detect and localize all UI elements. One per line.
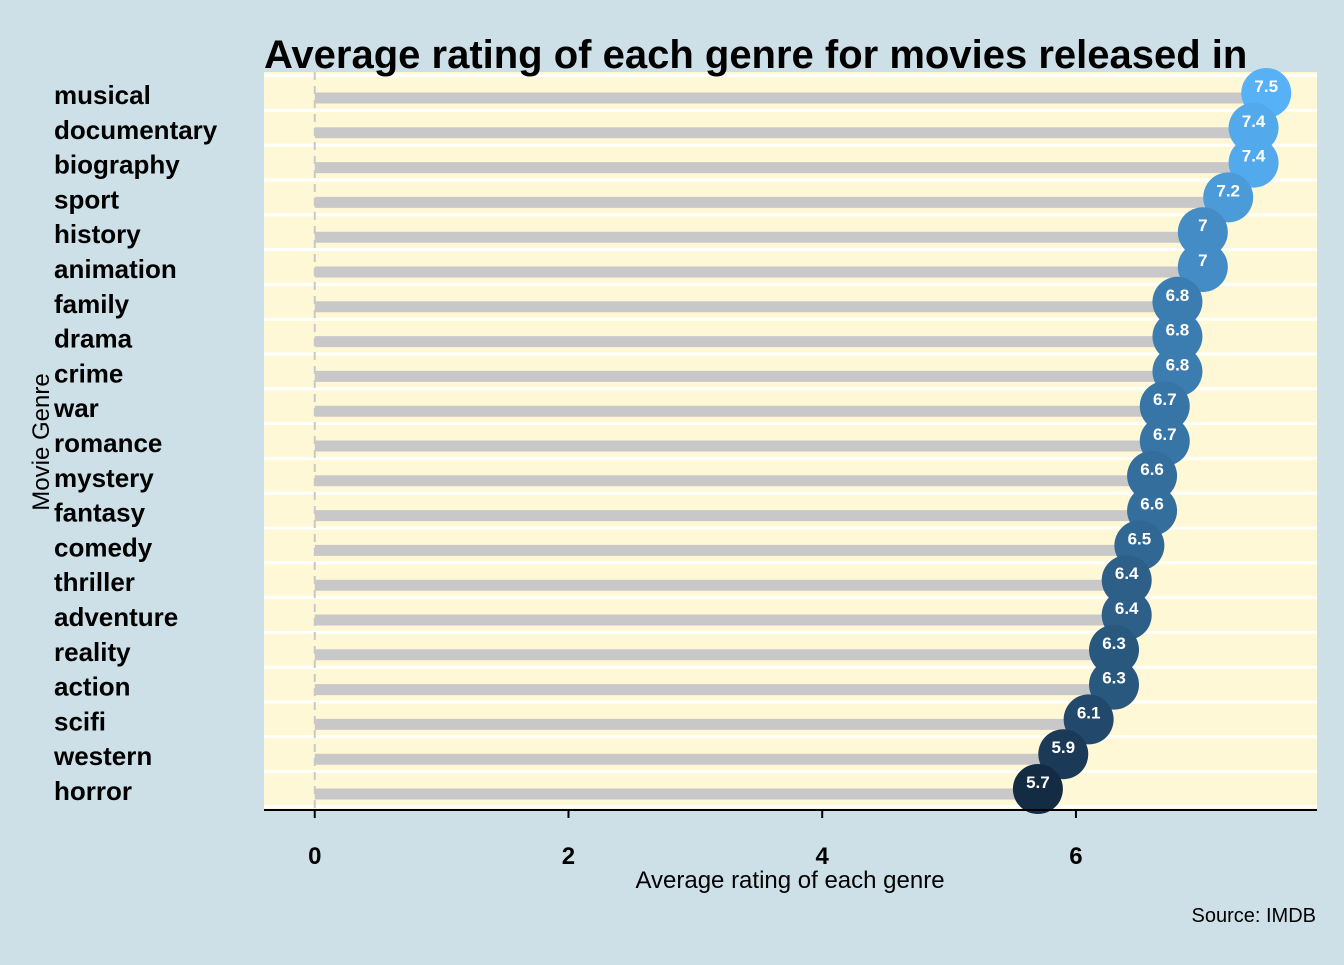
category-label-biography: biography [54, 150, 180, 180]
value-label-family: 6.8 [1166, 286, 1190, 305]
category-label-drama: drama [54, 324, 133, 354]
point-biography [1228, 137, 1279, 188]
category-label-thriller: thriller [54, 567, 135, 597]
category-label-history: history [54, 219, 141, 249]
value-label-animation: 7 [1198, 251, 1207, 270]
value-label-musical: 7.5 [1254, 77, 1278, 96]
point-horror [1012, 764, 1063, 814]
x-tick-label: 6 [1069, 843, 1082, 870]
category-label-documentary: documentary [54, 115, 218, 145]
value-label-drama: 6.8 [1166, 321, 1190, 340]
category-label-musical: musical [54, 80, 151, 110]
point-animation [1177, 242, 1228, 292]
x-tick-label: 2 [562, 843, 575, 870]
category-label-fantasy: fantasy [54, 498, 146, 528]
value-label-adventure: 6.4 [1115, 599, 1139, 618]
chart-caption: Source: IMDB [1192, 905, 1316, 927]
category-label-animation: animation [54, 254, 177, 284]
value-label-biography: 7.4 [1242, 147, 1266, 166]
point-sport [1203, 172, 1254, 223]
point-western [1038, 729, 1089, 780]
category-label-war: war [53, 393, 99, 423]
value-label-thriller: 6.4 [1115, 564, 1139, 583]
value-label-romance: 6.7 [1153, 425, 1177, 444]
category-label-scifi: scifi [54, 706, 106, 736]
value-label-fantasy: 6.6 [1140, 495, 1164, 514]
value-label-documentary: 7.4 [1242, 112, 1266, 131]
value-label-scifi: 6.1 [1077, 703, 1101, 722]
x-axis-title: Average rating of each genre [635, 867, 944, 894]
point-scifi [1063, 694, 1114, 745]
point-war [1139, 381, 1190, 432]
value-label-crime: 6.8 [1166, 355, 1190, 374]
point-mystery [1127, 450, 1178, 501]
value-label-mystery: 6.6 [1140, 460, 1164, 479]
value-label-comedy: 6.5 [1128, 529, 1152, 548]
point-history [1177, 207, 1228, 258]
value-label-war: 6.7 [1153, 390, 1177, 409]
category-label-sport: sport [54, 184, 119, 214]
chart-title: Average rating of each genre for movies … [264, 33, 1247, 77]
value-label-history: 7 [1198, 216, 1207, 235]
value-label-action: 6.3 [1102, 669, 1126, 688]
point-documentary [1228, 102, 1279, 153]
point-drama [1152, 311, 1203, 362]
category-label-action: action [54, 672, 131, 702]
value-label-sport: 7.2 [1216, 181, 1240, 200]
value-label-western: 5.9 [1051, 738, 1075, 757]
category-label-reality: reality [54, 637, 131, 667]
category-label-crime: crime [54, 358, 123, 388]
category-label-western: western [53, 741, 152, 771]
category-label-adventure: adventure [54, 602, 178, 632]
x-tick-label: 0 [308, 843, 321, 870]
value-label-reality: 6.3 [1102, 634, 1126, 653]
point-reality [1089, 624, 1140, 675]
x-axis-ticks: 0 2 4 6 [308, 810, 1083, 870]
grid-layer [264, 74, 1317, 808]
stem-layer [314, 92, 1267, 800]
category-label-comedy: comedy [54, 532, 153, 562]
category-label-mystery: mystery [54, 463, 154, 493]
value-label-horror: 5.7 [1026, 773, 1050, 792]
point-layer: 7.57.47.47.2776.86.86.86.76.76.66.66.56.… [1012, 68, 1292, 814]
category-label-romance: romance [54, 428, 162, 458]
category-label-horror: horror [54, 776, 132, 806]
point-thriller [1101, 555, 1152, 606]
point-family [1152, 276, 1203, 327]
y-axis-title: Movie Genre [28, 373, 55, 510]
x-tick-label: 4 [816, 843, 830, 870]
point-action [1089, 659, 1140, 710]
category-labels: musical documentary biography sport history a… [53, 80, 218, 806]
category-label-family: family [54, 289, 130, 319]
